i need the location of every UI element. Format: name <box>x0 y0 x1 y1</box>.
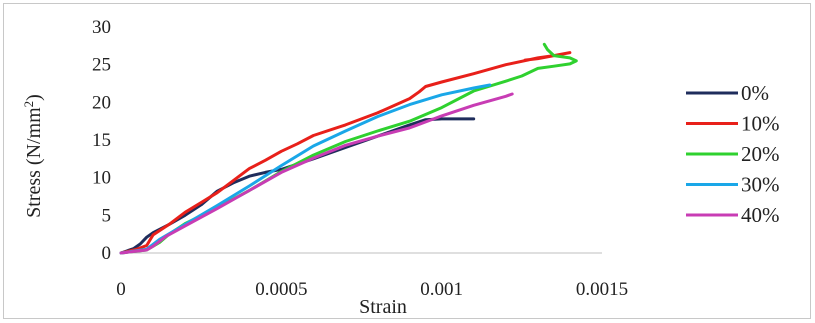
series-lines <box>119 42 578 255</box>
y-tick-label: 0 <box>102 243 112 264</box>
x-tick-label: 0.0005 <box>255 279 307 300</box>
legend: 0% 10% 20% 30% 40% <box>686 81 780 227</box>
y-tick-label: 20 <box>92 92 111 113</box>
axes: 0 5 10 15 20 25 30 0 0.0005 0.001 0.0015 <box>92 17 628 300</box>
y-axis-title-superscript: 2 <box>21 101 36 108</box>
series-line-10pct <box>119 51 572 255</box>
series-line-40pct <box>119 92 514 255</box>
series-line-0pct <box>119 117 476 255</box>
legend-label: 0% <box>741 81 769 105</box>
x-axis-title: Strain <box>359 296 407 318</box>
y-axis-title-close: ) <box>23 94 45 101</box>
y-tick-label: 10 <box>92 168 111 189</box>
y-axis-title-main: Stress (N/mm <box>23 107 45 218</box>
legend-label: 30% <box>741 173 780 197</box>
legend-label: 10% <box>741 112 780 136</box>
x-tick-label: 0.001 <box>420 279 463 300</box>
chart-frame <box>3 3 811 319</box>
legend-label: 40% <box>741 203 780 227</box>
y-tick-label: 30 <box>92 17 111 38</box>
y-tick-label: 25 <box>92 55 111 76</box>
y-tick-label: 5 <box>102 205 112 226</box>
y-axis-title: Stress (N/mm2) <box>21 94 46 218</box>
x-tick-label: 0.0015 <box>576 279 628 300</box>
y-tick-label: 15 <box>92 130 111 151</box>
x-tick-label: 0 <box>116 279 126 300</box>
legend-label: 20% <box>741 142 780 166</box>
